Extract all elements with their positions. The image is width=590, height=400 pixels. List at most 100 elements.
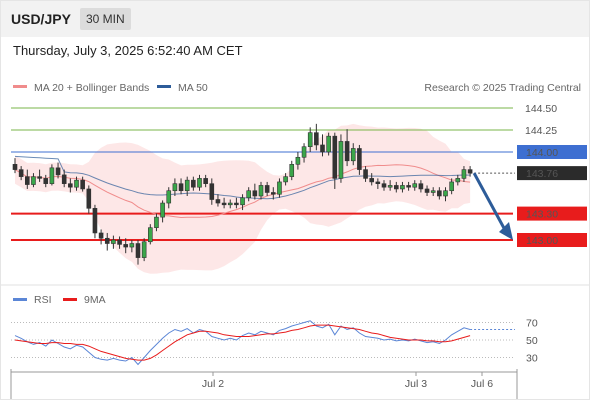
x-tick-label: Jul 2 <box>202 378 224 390</box>
candle-body <box>443 190 448 197</box>
candle-body <box>135 243 141 258</box>
candle-body <box>129 243 135 248</box>
candle <box>332 132 338 189</box>
candle <box>154 213 159 232</box>
projection-arrow-head <box>499 222 513 240</box>
candle-body <box>215 199 221 204</box>
candle <box>461 166 467 182</box>
candle <box>141 238 147 262</box>
candle-body <box>98 232 104 239</box>
candle-body <box>252 190 258 197</box>
candle-body <box>18 169 24 177</box>
candle <box>68 178 73 193</box>
candle-body <box>166 190 172 204</box>
candle <box>221 197 227 209</box>
candle <box>350 143 356 166</box>
level-label-144.00: 144.00 <box>526 147 558 159</box>
candle-body <box>184 179 190 192</box>
level-label-143.00: 143.00 <box>526 235 558 247</box>
level-label-143.30: 143.30 <box>526 209 558 221</box>
candle <box>393 181 399 193</box>
candle <box>455 174 461 186</box>
candle <box>307 127 313 152</box>
candle-body <box>307 132 313 148</box>
candle-body <box>55 167 61 176</box>
candle-body <box>141 241 147 258</box>
candle <box>283 173 288 186</box>
candle-body <box>393 185 399 190</box>
timestamp: Thursday, July 3, 2025 6:52:40 AM CET <box>13 43 243 58</box>
candle <box>172 178 178 196</box>
candle-body <box>277 181 282 195</box>
candle-body <box>240 197 245 206</box>
candle-body <box>61 174 67 184</box>
candle-body <box>467 169 473 174</box>
candle-body <box>197 178 202 188</box>
candle-body <box>344 141 350 162</box>
candle <box>387 180 393 191</box>
level-tag-143.76 <box>517 166 587 181</box>
candle <box>314 123 319 151</box>
candle <box>43 174 49 188</box>
candle-body <box>80 179 85 190</box>
candle-body <box>270 192 276 195</box>
candle-body <box>437 190 442 197</box>
x-tick-label: Jul 6 <box>471 378 493 390</box>
candle <box>240 194 245 211</box>
candle-body <box>418 183 424 190</box>
legend-swatch-1 <box>157 85 171 88</box>
candle-body <box>283 176 288 183</box>
candle <box>400 181 405 193</box>
candle-body <box>43 178 49 184</box>
candle-body <box>326 135 331 153</box>
candle-body <box>369 178 375 183</box>
candle <box>92 204 98 239</box>
candle-body <box>424 188 430 193</box>
candle <box>111 235 116 249</box>
rsi-tick-50: 50 <box>526 335 538 347</box>
candle-body <box>289 164 295 177</box>
candle <box>166 187 172 209</box>
candle <box>203 174 208 188</box>
candle-body <box>148 227 153 243</box>
candle <box>215 194 221 207</box>
candle <box>252 183 258 200</box>
rsi-ma-line <box>14 324 471 361</box>
projection-arrow-line <box>472 172 507 231</box>
candle <box>160 200 165 223</box>
candle-body <box>191 179 196 188</box>
candle <box>129 240 135 253</box>
legend-label-1: MA 50 <box>178 82 208 94</box>
candle-body <box>357 148 362 170</box>
candle <box>18 166 24 181</box>
candle-body <box>363 169 368 179</box>
candle-body <box>227 202 233 206</box>
legend-label-0: MA 20 + Bollinger Bands <box>34 82 149 94</box>
candle-body <box>160 202 165 218</box>
candle-body <box>68 183 73 188</box>
candle <box>369 173 375 186</box>
candle-body <box>31 176 36 185</box>
candle-body <box>86 188 92 209</box>
candle <box>320 134 325 157</box>
candle-body <box>117 239 122 245</box>
candle-body <box>154 216 159 228</box>
x-tick-label: Jul 3 <box>405 378 427 390</box>
legend-swatch-0 <box>13 85 27 88</box>
candle-body <box>400 185 405 190</box>
candle <box>104 232 110 251</box>
candle <box>338 134 344 183</box>
candle <box>135 240 141 265</box>
rsi-legend-swatch-1 <box>63 298 77 301</box>
rsi-legend-label-1: 9MA <box>84 294 106 306</box>
candle <box>148 224 153 245</box>
candle <box>412 180 418 191</box>
candle <box>449 178 454 195</box>
candle-body <box>332 135 338 179</box>
level-label-143.76: 143.76 <box>526 168 558 180</box>
candle <box>418 180 424 193</box>
candle-body <box>406 185 411 188</box>
candle <box>191 176 196 191</box>
timeframe-button[interactable]: 30 MIN <box>80 8 131 30</box>
